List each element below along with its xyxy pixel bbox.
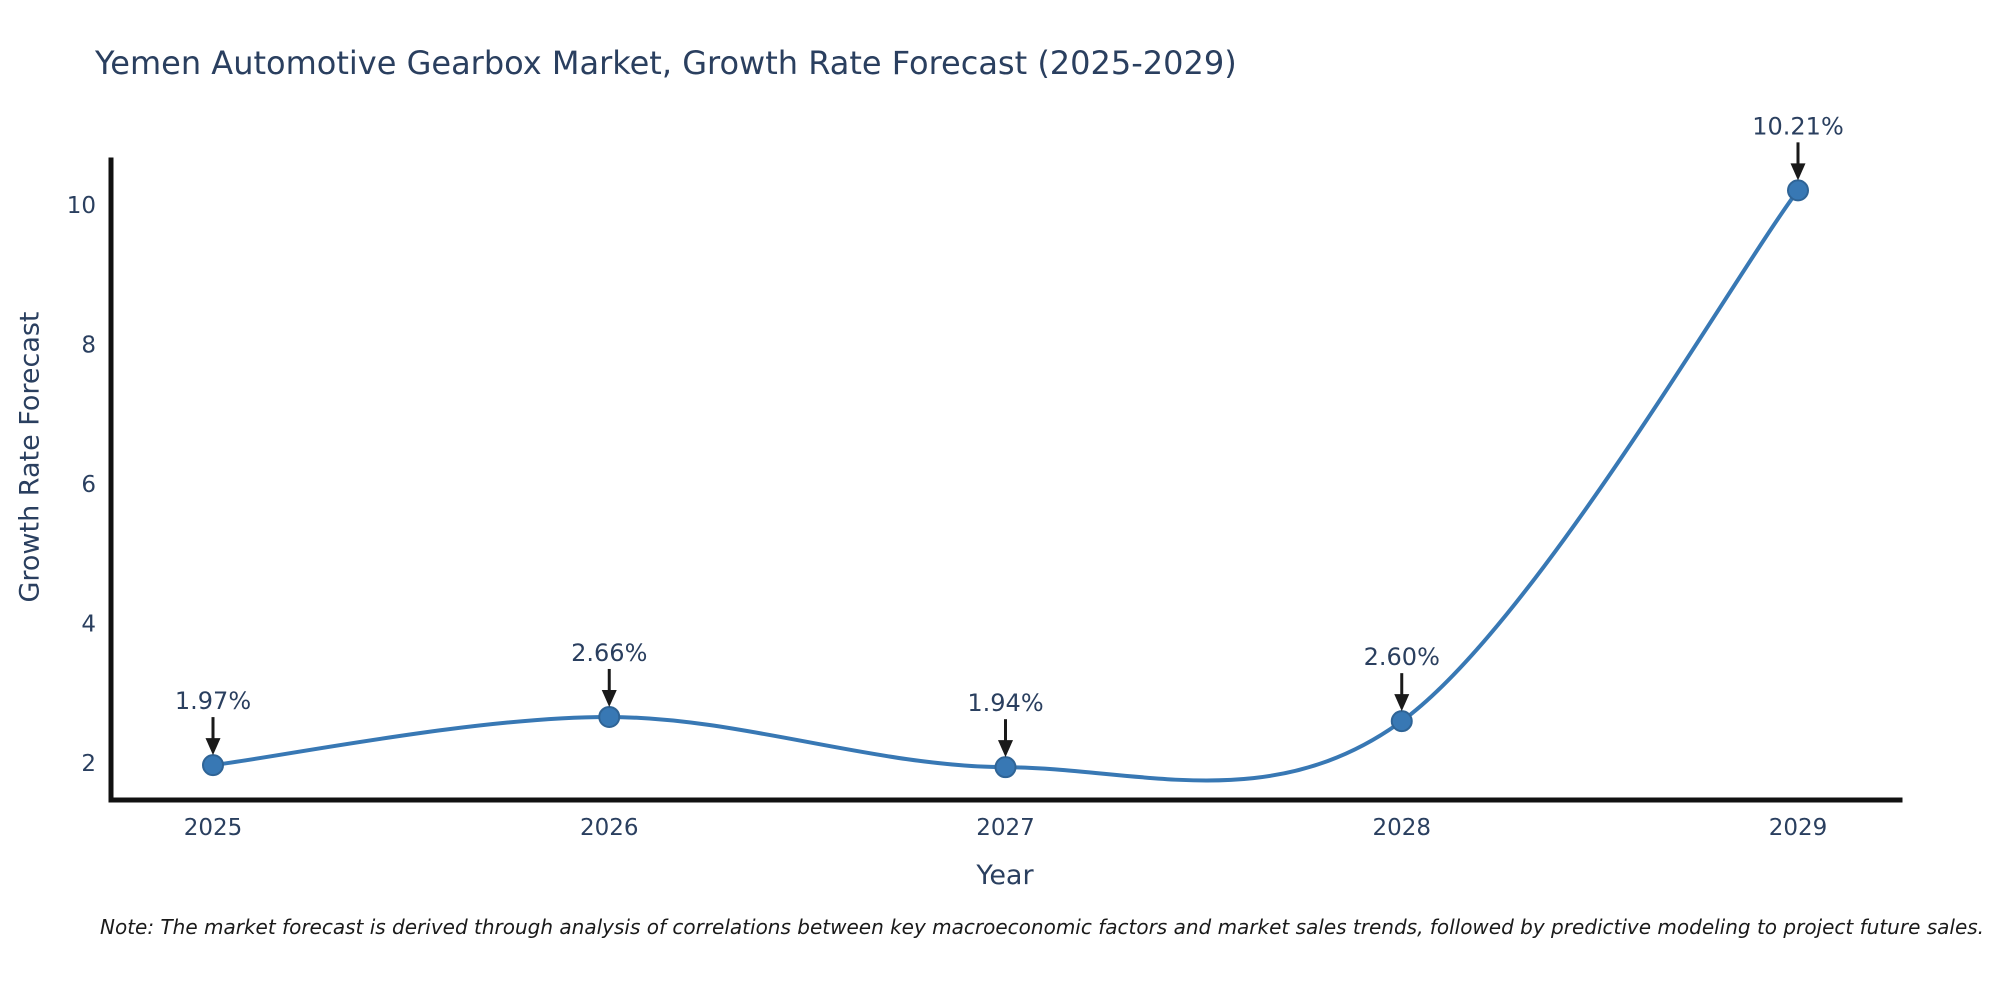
point-value-label: 1.97% xyxy=(175,687,251,715)
y-axis-tick-label: 10 xyxy=(67,193,96,219)
point-value-label: 10.21% xyxy=(1752,112,1844,140)
axis-lines xyxy=(108,157,1903,803)
chart-title: Yemen Automotive Gearbox Market, Growth … xyxy=(95,44,1237,82)
annotation-arrowhead-icon xyxy=(998,740,1013,758)
data-point[interactable] xyxy=(1787,179,1809,202)
series-line xyxy=(211,188,1800,783)
x-axis-tick-label: 2028 xyxy=(1372,815,1431,841)
annotation-arrowhead-icon xyxy=(205,738,221,756)
y-axis-tick-label: 6 xyxy=(81,472,96,498)
data-point[interactable] xyxy=(994,756,1017,779)
data-point[interactable] xyxy=(1390,710,1413,733)
data-point[interactable] xyxy=(202,754,224,777)
y-axis-tick-label: 8 xyxy=(81,333,96,359)
annotation-arrowhead-icon xyxy=(1790,163,1806,181)
x-axis-tick-label: 2029 xyxy=(1769,815,1828,841)
point-value-label: 2.66% xyxy=(571,639,647,667)
x-axis-tick-label: 2026 xyxy=(580,815,639,841)
point-value-label: 1.94% xyxy=(967,689,1043,717)
data-point[interactable] xyxy=(598,705,621,728)
point-value-label: 2.60% xyxy=(1364,643,1440,671)
x-axis-title: Year xyxy=(976,860,1034,891)
y-axis-tick-label: 2 xyxy=(81,751,96,777)
footnote: Note: The market forecast is derived thr… xyxy=(100,915,1985,939)
annotation-arrowhead-icon xyxy=(1394,694,1410,712)
x-axis-tick-label: 2027 xyxy=(976,815,1035,841)
y-axis-tick-label: 4 xyxy=(81,612,96,638)
x-axis-tick-label: 2025 xyxy=(184,815,243,841)
annotation-arrowhead-icon xyxy=(601,689,617,707)
